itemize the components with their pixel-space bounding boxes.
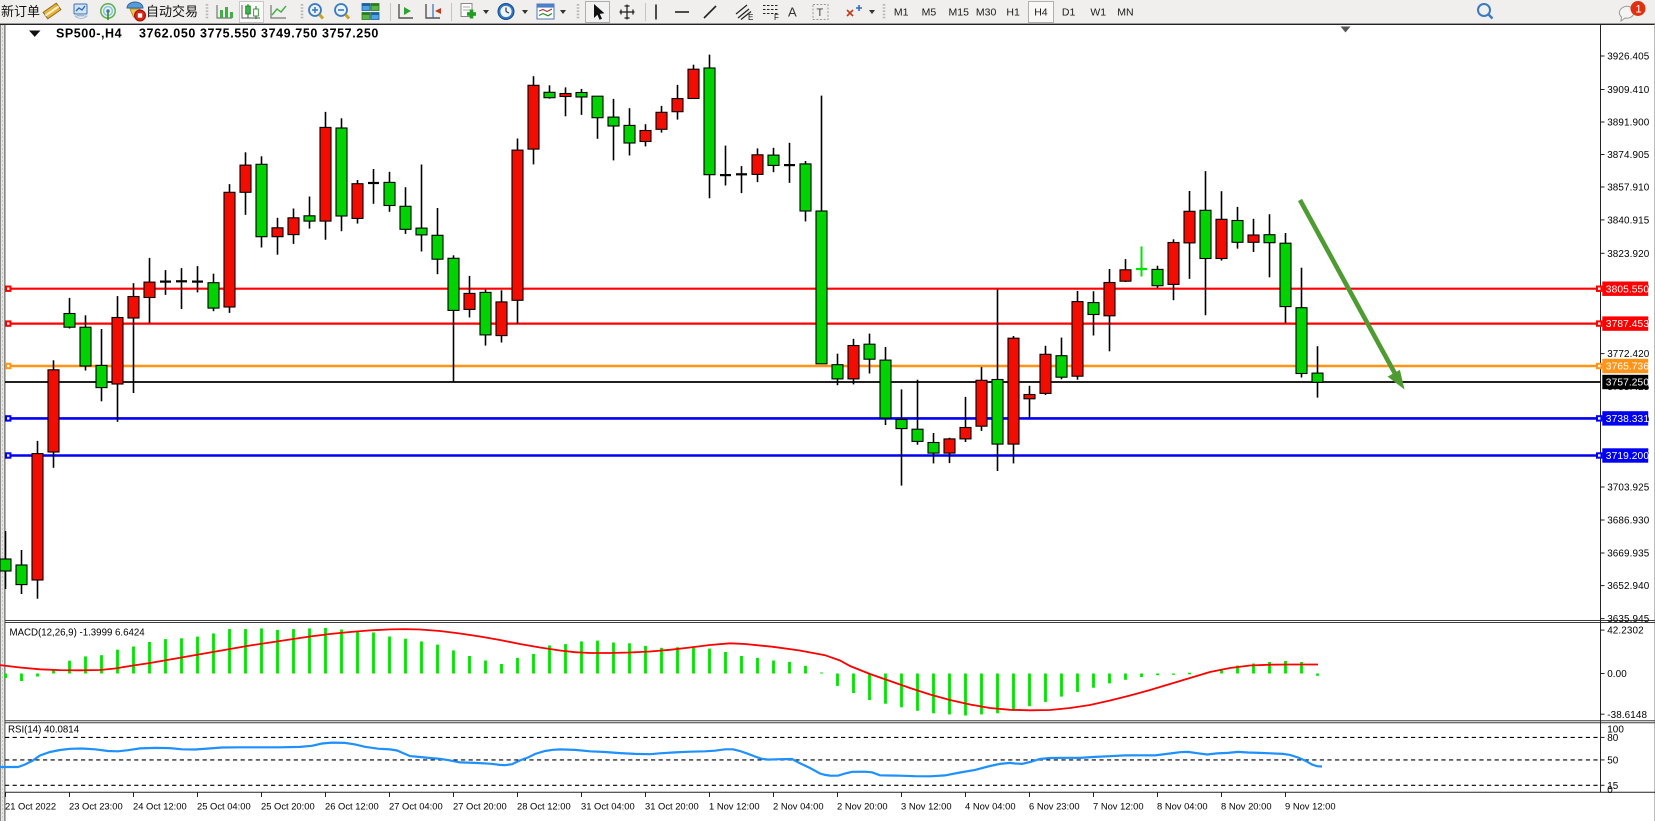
svg-text:3805.550: 3805.550 xyxy=(1606,284,1650,295)
svg-text:8 Nov 20:00: 8 Nov 20:00 xyxy=(1221,801,1272,812)
svg-text:T: T xyxy=(817,7,824,19)
svg-text:3840.915: 3840.915 xyxy=(1607,216,1650,227)
svg-text:W1: W1 xyxy=(1090,7,1106,19)
svg-text:3 Nov 12:00: 3 Nov 12:00 xyxy=(901,801,952,812)
svg-text:31 Oct 04:00: 31 Oct 04:00 xyxy=(581,801,635,812)
svg-text:M1: M1 xyxy=(894,7,909,19)
svg-text:2 Nov 04:00: 2 Nov 04:00 xyxy=(773,801,824,812)
svg-text:24 Oct 12:00: 24 Oct 12:00 xyxy=(133,801,187,812)
svg-text:RSI(14) 40.0814: RSI(14) 40.0814 xyxy=(8,725,80,736)
svg-text:3787.453: 3787.453 xyxy=(1606,319,1650,330)
svg-text:6 Nov 23:00: 6 Nov 23:00 xyxy=(1029,801,1080,812)
svg-text:25 Oct 04:00: 25 Oct 04:00 xyxy=(197,801,251,812)
svg-text:23 Oct 23:00: 23 Oct 23:00 xyxy=(69,801,123,812)
svg-text:8 Nov 04:00: 8 Nov 04:00 xyxy=(1157,801,1208,812)
svg-text:M15: M15 xyxy=(949,7,970,19)
svg-text:自动交易: 自动交易 xyxy=(146,4,198,19)
svg-text:2 Nov 20:00: 2 Nov 20:00 xyxy=(837,801,888,812)
svg-text:0: 0 xyxy=(1607,785,1613,796)
svg-text:3652.940: 3652.940 xyxy=(1607,581,1650,592)
svg-text:E: E xyxy=(748,13,753,22)
svg-text:80: 80 xyxy=(1607,733,1619,744)
svg-text:H1: H1 xyxy=(1006,7,1020,19)
svg-text:3765.736: 3765.736 xyxy=(1606,362,1650,373)
svg-text:31 Oct 20:00: 31 Oct 20:00 xyxy=(645,801,699,812)
svg-text:27 Oct 20:00: 27 Oct 20:00 xyxy=(453,801,507,812)
svg-text:25 Oct 20:00: 25 Oct 20:00 xyxy=(261,801,315,812)
svg-text:3703.925: 3703.925 xyxy=(1607,483,1650,494)
svg-text:SP500-,H4: SP500-,H4 xyxy=(56,27,122,41)
svg-text:9 Nov 12:00: 9 Nov 12:00 xyxy=(1285,801,1336,812)
svg-text:D1: D1 xyxy=(1062,7,1076,19)
svg-text:3926.405: 3926.405 xyxy=(1607,52,1650,63)
svg-text:-38.6148: -38.6148 xyxy=(1607,710,1647,721)
svg-text:新订单: 新订单 xyxy=(1,4,40,19)
svg-text:50: 50 xyxy=(1607,756,1619,767)
svg-text:MN: MN xyxy=(1117,7,1133,19)
svg-text:3738.331: 3738.331 xyxy=(1606,414,1650,425)
svg-text:F: F xyxy=(774,13,779,22)
svg-text:3874.905: 3874.905 xyxy=(1607,150,1650,161)
svg-text:3772.420: 3772.420 xyxy=(1607,349,1650,360)
svg-text:M30: M30 xyxy=(976,7,997,19)
svg-text:26 Oct 12:00: 26 Oct 12:00 xyxy=(325,801,379,812)
svg-text:3757.250: 3757.250 xyxy=(1606,378,1650,389)
svg-text:1: 1 xyxy=(1636,4,1642,16)
svg-text:A: A xyxy=(788,5,797,20)
svg-text:7 Nov 12:00: 7 Nov 12:00 xyxy=(1093,801,1144,812)
svg-text:3891.900: 3891.900 xyxy=(1607,118,1650,129)
svg-text:42.2302: 42.2302 xyxy=(1607,626,1644,637)
svg-text:15: 15 xyxy=(1607,781,1619,792)
svg-text:3669.935: 3669.935 xyxy=(1607,549,1650,560)
svg-text:3686.930: 3686.930 xyxy=(1607,516,1650,527)
svg-text:27 Oct 04:00: 27 Oct 04:00 xyxy=(389,801,443,812)
svg-text:3823.920: 3823.920 xyxy=(1607,249,1650,260)
svg-text:3719.200: 3719.200 xyxy=(1606,451,1650,462)
svg-text:H4: H4 xyxy=(1034,7,1048,19)
svg-text:MACD(12,26,9) -1.3999 6.6424: MACD(12,26,9) -1.3999 6.6424 xyxy=(10,628,146,639)
svg-text:21 Oct 2022: 21 Oct 2022 xyxy=(5,801,56,812)
svg-text:3857.910: 3857.910 xyxy=(1607,183,1650,194)
svg-text:3909.410: 3909.410 xyxy=(1607,85,1650,96)
svg-text:M5: M5 xyxy=(922,7,937,19)
svg-text:4 Nov 04:00: 4 Nov 04:00 xyxy=(965,801,1016,812)
svg-text:3635.945: 3635.945 xyxy=(1607,614,1650,625)
svg-text:3762.050 3775.550 3749.750 375: 3762.050 3775.550 3749.750 3757.250 xyxy=(139,27,379,41)
svg-text:100: 100 xyxy=(1607,725,1624,736)
svg-text:0.00: 0.00 xyxy=(1607,669,1627,680)
svg-text:1 Nov 12:00: 1 Nov 12:00 xyxy=(709,801,760,812)
svg-text:28 Oct 12:00: 28 Oct 12:00 xyxy=(517,801,571,812)
